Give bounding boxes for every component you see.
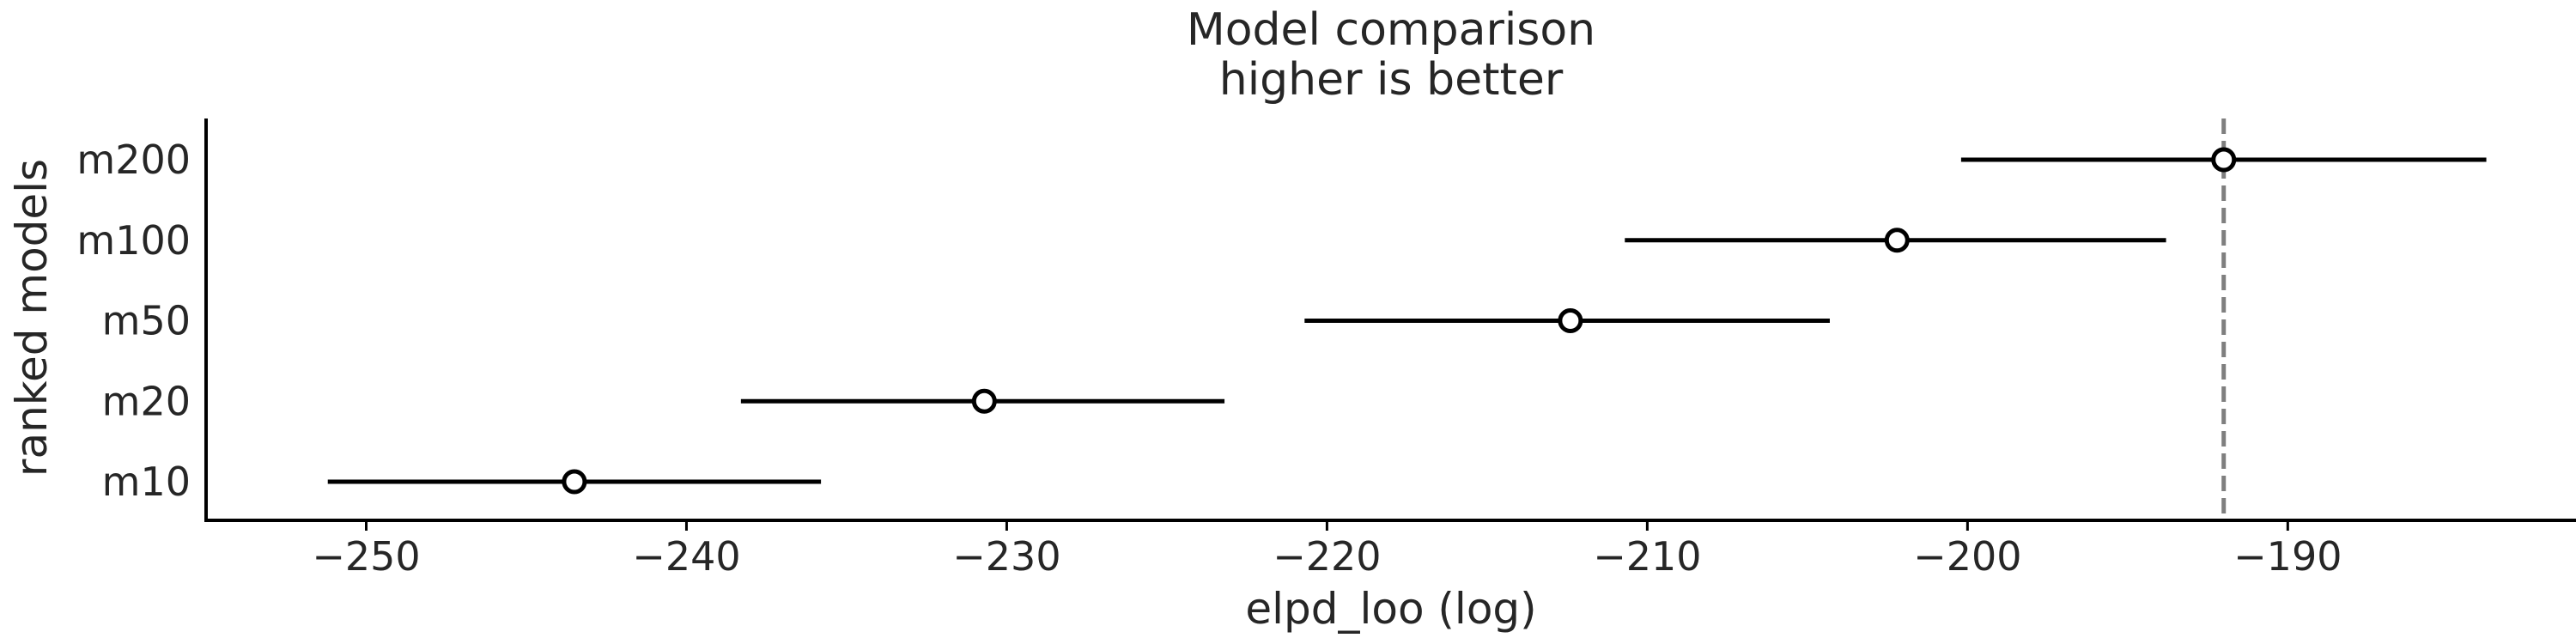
y-axis-label: ranked models — [7, 159, 57, 477]
x-tick-label: −190 — [2233, 533, 2342, 580]
x-axis-label: elpd_loo (log) — [1245, 584, 1536, 634]
chart-title: Model comparison — [1187, 4, 1595, 56]
x-tick-label: −200 — [1913, 533, 2021, 580]
x-tick-label: −210 — [1593, 533, 1701, 580]
point-m20 — [971, 388, 997, 414]
point-m100 — [1884, 228, 1910, 253]
point-m200 — [2211, 147, 2237, 173]
plot-area: −250 −240 −230 −220 −210 −200 −190 m200 m100 m50 m… — [76, 118, 2576, 580]
y-tick-label-m200: m200 — [76, 137, 191, 183]
x-tick-label: −240 — [632, 533, 740, 580]
x-tick-label: −230 — [952, 533, 1060, 580]
x-tick-label: −250 — [312, 533, 420, 580]
y-tick-label-m50: m50 — [102, 298, 191, 344]
point-m10 — [562, 469, 587, 495]
y-tick-label-m20: m20 — [102, 378, 191, 424]
y-tick-label-m100: m100 — [76, 217, 191, 264]
point-m50 — [1558, 308, 1583, 333]
x-tick-label: −220 — [1273, 533, 1381, 580]
y-tick-label-m10: m10 — [102, 459, 191, 505]
chart-subtitle: higher is better — [1219, 54, 1564, 106]
